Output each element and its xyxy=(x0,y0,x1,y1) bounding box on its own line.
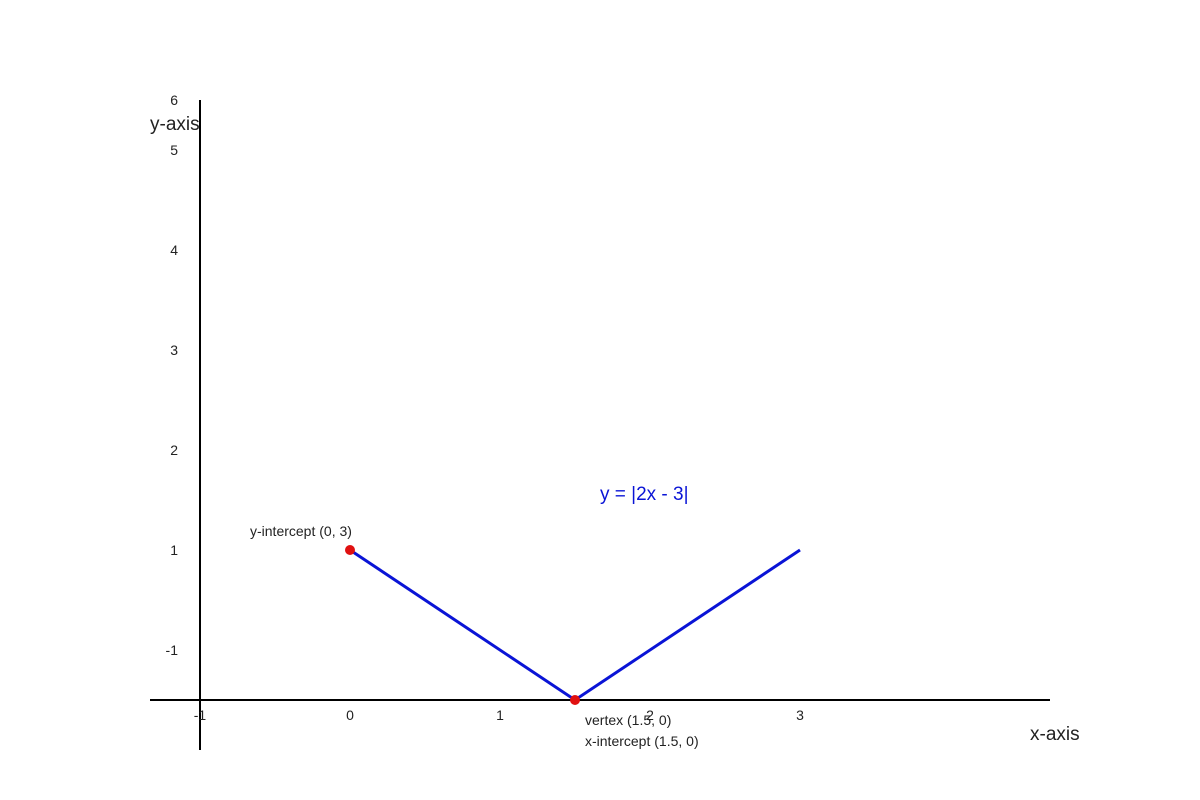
y-tick-label: 2 xyxy=(170,442,178,458)
vertex-label: vertex (1.5, 0) xyxy=(585,712,671,728)
vertex-point xyxy=(570,695,580,705)
y-axis-label: y-axis xyxy=(150,114,200,135)
x-tick-label: 1 xyxy=(496,707,504,723)
x-tick-label: 2 xyxy=(646,707,654,723)
y-tick-label: 5 xyxy=(170,142,178,158)
x-axis-label: x-axis xyxy=(1030,724,1080,745)
x-intercept-label: x-intercept (1.5, 0) xyxy=(585,733,699,749)
y-tick-label: 1 xyxy=(170,542,178,558)
y-intercept-point xyxy=(345,545,355,555)
function-line xyxy=(349,548,801,702)
x-tick-label: 3 xyxy=(796,707,804,723)
x-tick-label: 0 xyxy=(346,707,354,723)
y-intercept-label: y-intercept (0, 3) xyxy=(250,523,352,539)
y-tick-label: 6 xyxy=(170,92,178,108)
y-tick-label: -1 xyxy=(166,642,179,658)
x-tick-label: -1 xyxy=(194,707,207,723)
function-label: y = |2x - 3| xyxy=(600,484,689,505)
y-tick-label: 4 xyxy=(170,242,178,258)
y-tick-label: 3 xyxy=(170,342,178,358)
